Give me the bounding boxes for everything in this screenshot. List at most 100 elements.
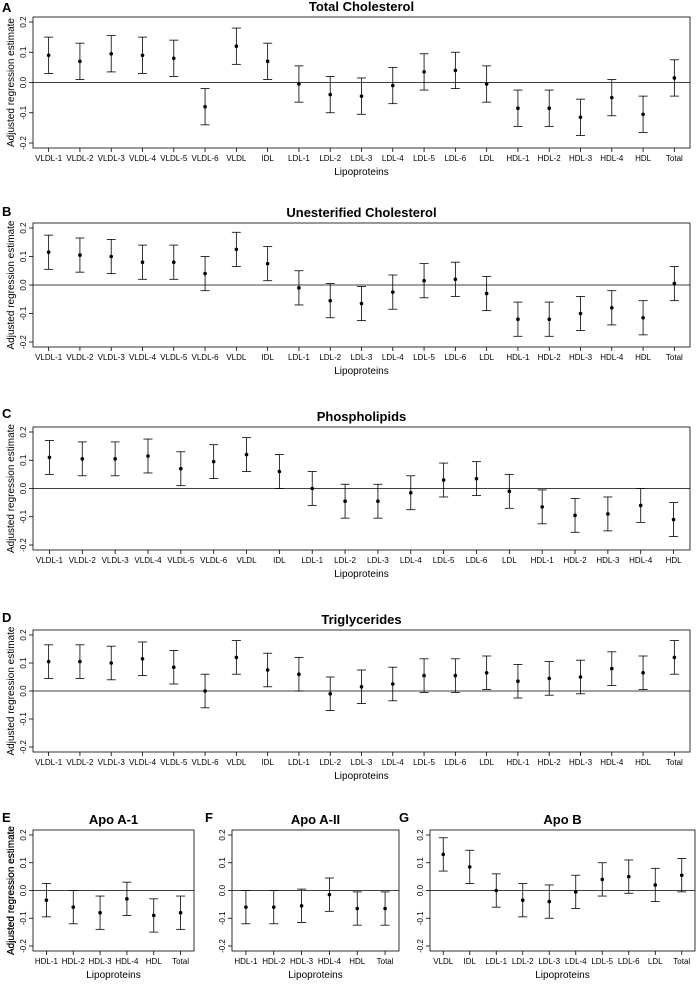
y-tick-label: -0.1 [19, 712, 28, 726]
estimate-point [47, 455, 52, 460]
estimate-point [672, 655, 677, 660]
estimate-point [328, 298, 333, 303]
estimate-point [672, 76, 677, 80]
x-tick-label: IDL [261, 353, 274, 362]
estimate-point [390, 83, 395, 88]
y-tick-label: 0.0 [19, 76, 28, 88]
y-tick-label: 0.2 [19, 629, 28, 641]
x-tick-label: HDL [349, 957, 366, 966]
x-tick-label: VLDL-4 [129, 353, 157, 362]
estimate-point [327, 892, 332, 897]
x-tick-label: LDL-3 [351, 154, 373, 163]
estimate-point [265, 668, 270, 672]
panel-letter: A [2, 0, 12, 15]
x-tick-label: VLDL-2 [66, 154, 94, 163]
panel-letter: B [2, 204, 11, 219]
estimate-point [140, 260, 145, 265]
x-tick-label: HDL-2 [262, 957, 286, 966]
x-tick-label: VLDL-1 [36, 556, 64, 565]
x-tick-label: VLDL-1 [35, 353, 63, 362]
x-tick-label: LDL-1 [301, 556, 323, 565]
estimate-point [178, 910, 183, 915]
estimate-point [422, 70, 426, 74]
estimate-point [516, 679, 520, 683]
x-tick-label: LDL-5 [433, 556, 455, 565]
estimate-point [310, 486, 315, 491]
estimate-point [297, 286, 301, 290]
estimate-point [441, 478, 446, 482]
x-tick-label: HDL-4 [629, 556, 653, 565]
estimate-point [44, 898, 49, 903]
estimate-point [679, 873, 684, 878]
x-tick-label: HDL-2 [538, 154, 562, 163]
estimate-point [78, 59, 82, 64]
x-tick-label: HDL-1 [234, 957, 258, 966]
x-tick-label: LDL-3 [351, 353, 373, 362]
x-tick-label: HDL-4 [318, 957, 342, 966]
estimate-point [376, 499, 380, 504]
panel-letter: E [2, 810, 11, 825]
estimate-point [441, 852, 446, 857]
estimate-point [453, 673, 458, 678]
x-tick-label: HDL-3 [569, 758, 593, 767]
panel-c: C Phospholipids -0.2 -0.1 0.0 0.1 0.2Adjusted … [2, 406, 691, 580]
x-tick-label: LDL [479, 154, 494, 163]
x-tick-label: HDL-3 [596, 556, 620, 565]
x-axis-label: Lipoproteins [334, 771, 388, 782]
x-tick-label: VLDL-5 [167, 556, 195, 565]
y-tick-label: -0.1 [19, 105, 28, 119]
estimate-point [78, 253, 82, 257]
estimate-point [109, 661, 114, 665]
estimate-point [277, 469, 282, 474]
estimate-point [609, 666, 614, 671]
x-tick-label: LDL-4 [565, 957, 587, 966]
estimate-point [46, 53, 51, 58]
estimate-point [671, 517, 676, 522]
x-tick-label: HDL [635, 758, 652, 767]
y-tick-label: 0.0 [19, 685, 28, 697]
x-tick-label: HDL-1 [506, 154, 530, 163]
estimate-point [179, 466, 183, 471]
y-tick-label: 0.1 [416, 857, 425, 869]
estimate-point [328, 92, 333, 97]
y-tick-label: -0.1 [19, 306, 28, 320]
x-tick-label: LDL-2 [319, 758, 341, 767]
y-tick-label: -0.1 [19, 509, 28, 523]
estimate-point [609, 95, 614, 100]
estimate-point [547, 317, 552, 322]
y-tick-label: 0.0 [416, 884, 425, 896]
x-tick-label: HDL-4 [600, 353, 624, 362]
x-tick-label: IDL [261, 154, 274, 163]
estimate-point [422, 278, 426, 283]
estimate-point [547, 676, 552, 681]
estimate-point [71, 905, 76, 909]
estimate-point [140, 53, 145, 58]
estimate-point [474, 476, 479, 481]
estimate-point [453, 277, 458, 282]
x-tick-label: LDL-5 [413, 758, 435, 767]
x-axis-label: Lipoproteins [535, 970, 589, 981]
x-tick-label: LDL-1 [288, 353, 310, 362]
estimate-point [171, 56, 176, 61]
x-tick-label: HDL-1 [531, 556, 555, 565]
x-tick-label: LDL [479, 353, 494, 362]
y-tick-label: -0.1 [416, 911, 425, 925]
panel-title: Apo B [543, 812, 581, 827]
estimate-point [600, 877, 605, 882]
x-tick-label: VLDL-3 [98, 154, 126, 163]
estimate-point [297, 672, 301, 676]
estimate-point [265, 261, 270, 266]
estimate-point [203, 271, 207, 276]
x-tick-label: LDL-3 [538, 957, 560, 966]
panel-b: B Unesterified Cholesterol -0.2 -0.1 0.0 0.1 0… [2, 204, 691, 377]
x-tick-label: VLDL-5 [160, 154, 188, 163]
x-tick-label: VLDL [433, 957, 454, 966]
x-tick-label: LDL-3 [367, 556, 389, 565]
y-axis-label: Adjusted regression estimate [6, 826, 17, 955]
x-tick-label: Total [172, 957, 189, 966]
x-tick-label: Total [666, 758, 683, 767]
estimate-point [573, 513, 577, 518]
x-tick-label: HDL-4 [600, 154, 624, 163]
